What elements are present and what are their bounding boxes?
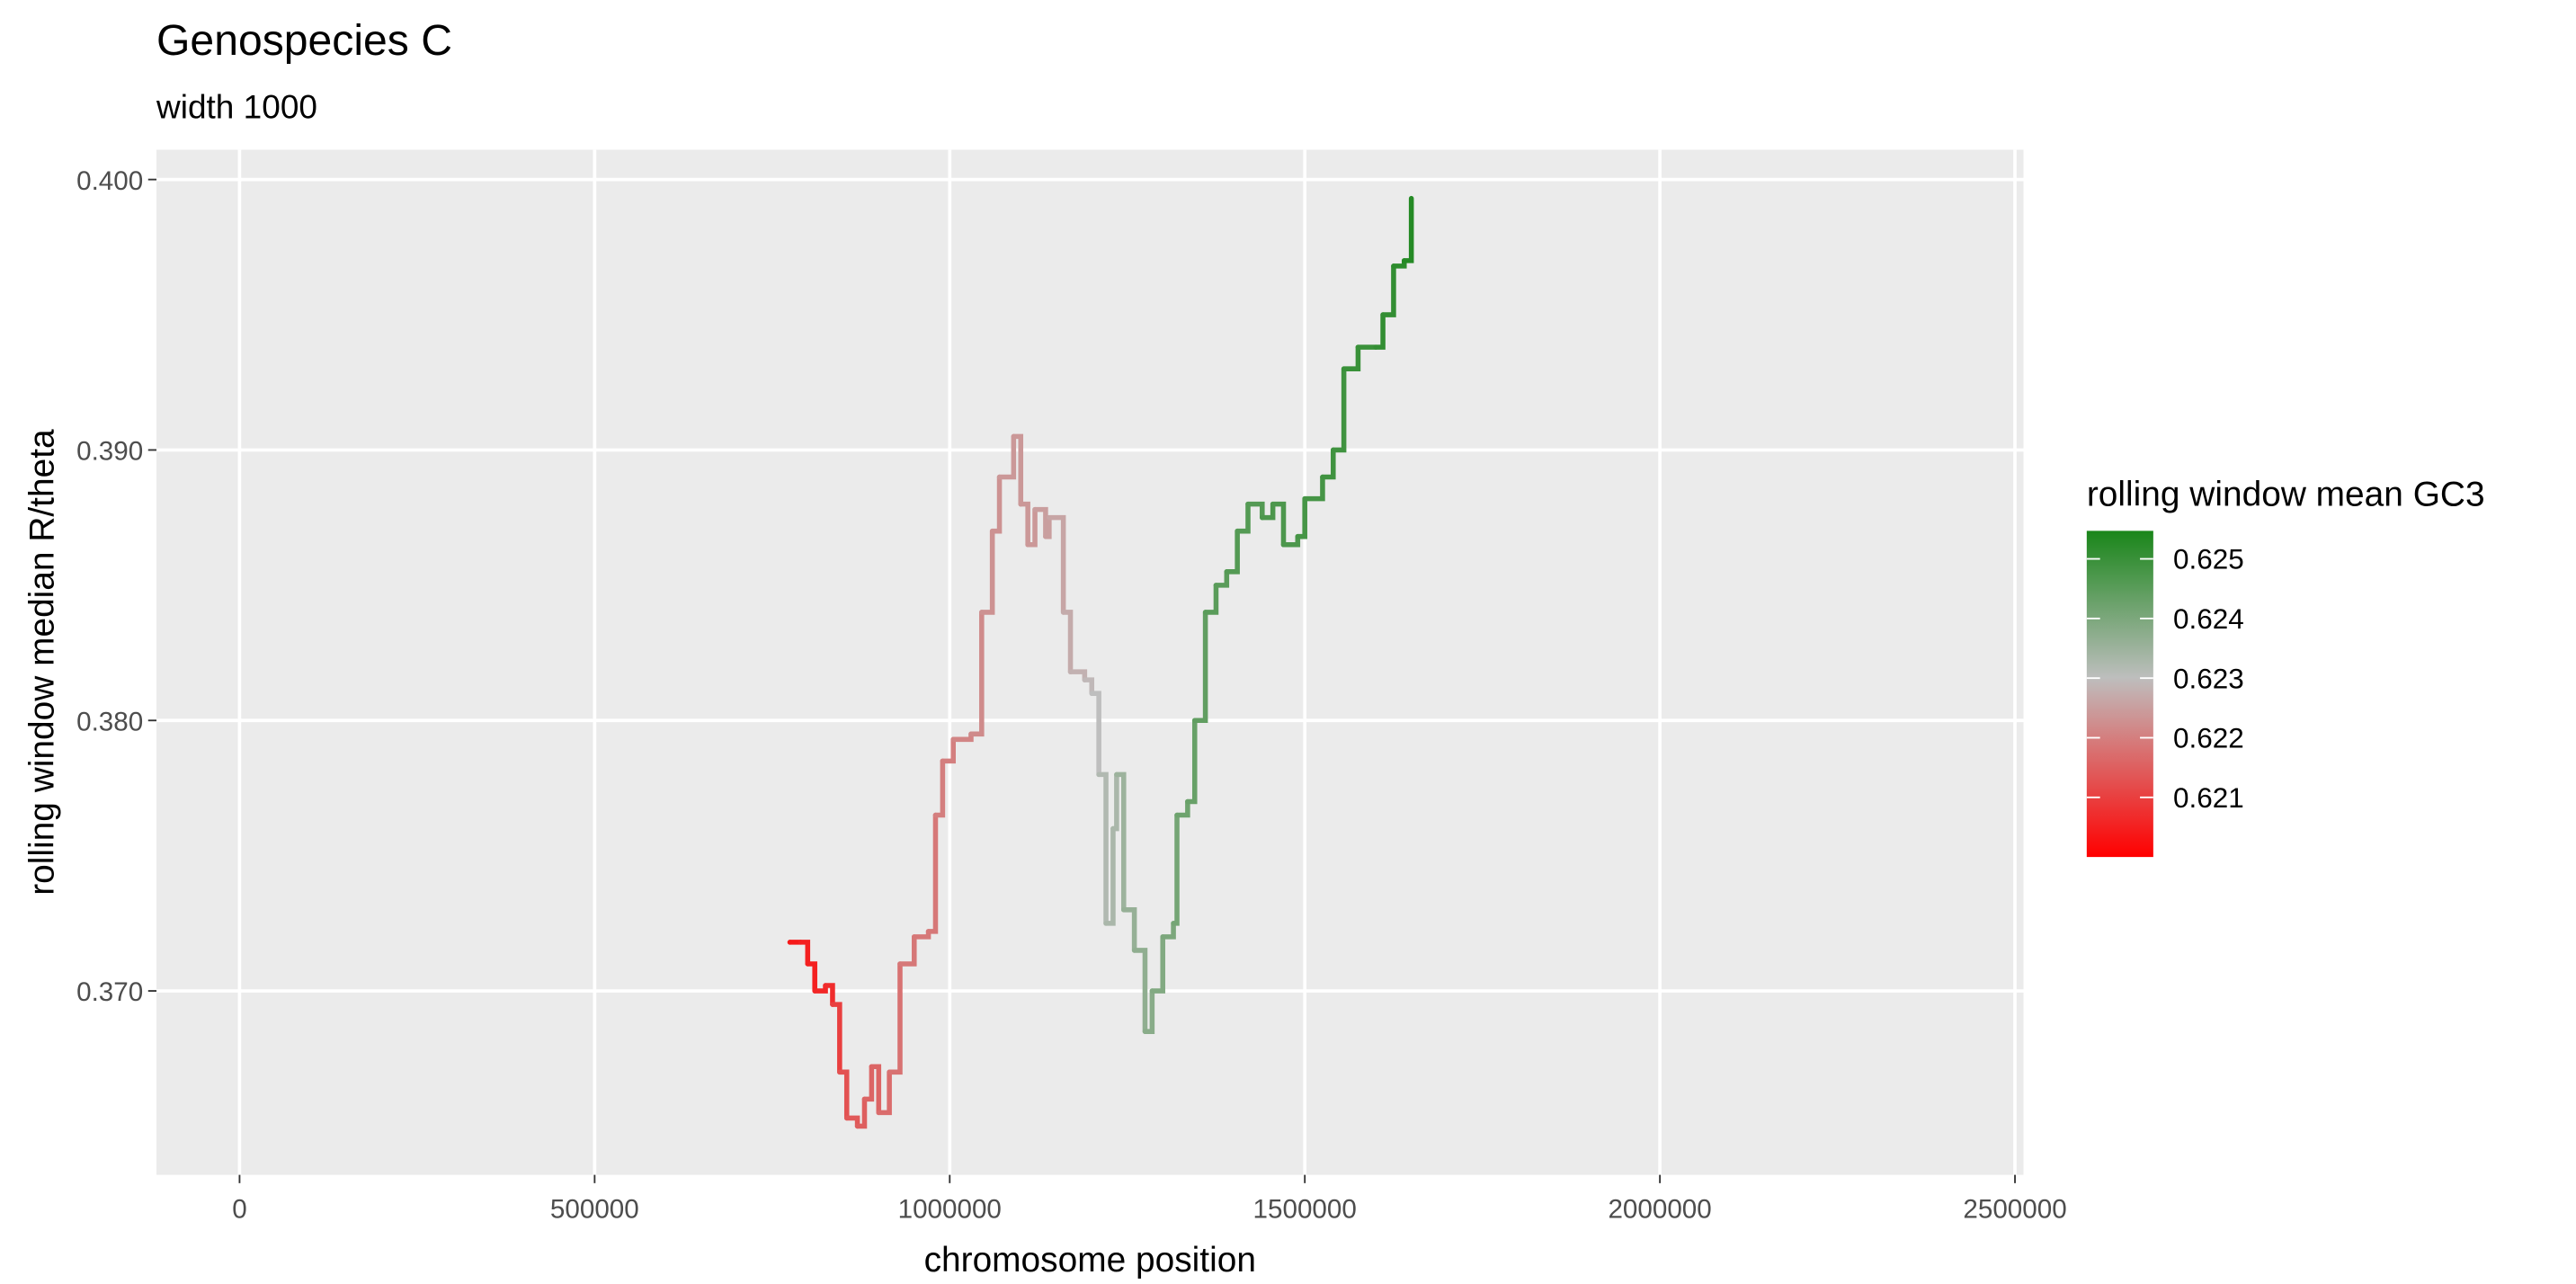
line-segment: [1213, 569, 1230, 588]
line-segment: [1043, 514, 1052, 539]
line-segment: [1191, 610, 1208, 724]
line-segment: [1270, 501, 1287, 548]
line-segment: [854, 1096, 868, 1129]
line-segment: [1131, 948, 1148, 1034]
x-tick-label: 0: [232, 1195, 246, 1225]
line-segment: [1160, 921, 1176, 940]
line-segment: [1047, 514, 1066, 615]
line-segment: [996, 433, 1017, 480]
line-segment: [1089, 691, 1101, 778]
line-segment: [843, 1115, 860, 1129]
line-segment: [1025, 506, 1038, 548]
line-segment: [1018, 501, 1030, 548]
y-tick-label: 0.390: [76, 437, 143, 467]
line-segment: [1235, 501, 1251, 534]
line-segment: [1373, 312, 1386, 350]
chart-title: Genospecies C: [156, 16, 452, 65]
x-tick-label: 2500000: [1963, 1195, 2066, 1225]
line-segment: [1011, 433, 1024, 507]
y-tick-label: 0.400: [76, 166, 143, 196]
line-segment: [1060, 610, 1074, 674]
line-segment: [1202, 583, 1219, 615]
line-segment: [1320, 447, 1336, 480]
line-segment: [1245, 501, 1265, 521]
line-segment: [1174, 798, 1190, 818]
line-segment: [932, 758, 946, 818]
line-segment: [979, 528, 995, 615]
line-segment: [989, 474, 1003, 534]
legend-title: rolling window mean GC3: [2087, 476, 2485, 514]
legend-label: 0.623: [2173, 663, 2244, 694]
line-segment: [940, 736, 956, 764]
line-segment: [1295, 495, 1307, 539]
line-segment: [1096, 771, 1109, 926]
legend-label: 0.624: [2173, 603, 2244, 635]
line-segment: [1280, 533, 1301, 548]
line-segment: [1032, 506, 1048, 539]
y-axis-title: rolling window median R/theta: [22, 429, 61, 896]
line-segment: [1142, 988, 1155, 1034]
y-tick-label: 0.380: [76, 707, 143, 736]
line-segment: [869, 1064, 882, 1116]
line-segment: [1110, 771, 1119, 832]
line-segment: [1341, 344, 1361, 371]
chart-subtitle: width 1000: [156, 87, 317, 125]
plot-panel: [156, 149, 2024, 1175]
line-segment: [1149, 934, 1166, 994]
line-segment: [887, 961, 903, 1075]
line-segment: [823, 983, 835, 1007]
line-segment: [1224, 528, 1240, 575]
legend-label: 0.621: [2173, 782, 2244, 814]
line-segment: [1082, 677, 1095, 696]
line-segment: [1114, 771, 1127, 913]
color-bar: [2086, 531, 2153, 858]
line-segment: [1121, 907, 1137, 953]
line-segment: [1331, 366, 1347, 453]
x-tick-label: 1500000: [1253, 1195, 1357, 1225]
line-segment: [837, 1069, 850, 1121]
line-segment: [1171, 812, 1180, 926]
line-segment: [861, 1064, 875, 1102]
legend-label: 0.625: [2173, 544, 2244, 575]
x-tick-label: 2000000: [1608, 1195, 1711, 1225]
line-segment: [1302, 474, 1325, 502]
y-tick-label: 0.370: [76, 977, 143, 1007]
x-tick-label: 1000000: [898, 1195, 1002, 1225]
legend-label: 0.622: [2173, 723, 2244, 754]
line-segment: [968, 610, 985, 737]
line-segment: [925, 812, 939, 934]
x-axis-title: chromosome position: [924, 1241, 1256, 1280]
line-segment: [1067, 669, 1088, 682]
line-segment: [1260, 501, 1276, 521]
x-tick-label: 500000: [550, 1195, 639, 1225]
line-segment: [798, 940, 811, 967]
line-segment: [1401, 195, 1414, 263]
line-segment: [1103, 825, 1116, 926]
line-segment: [830, 1002, 842, 1075]
line-segment: [805, 961, 817, 994]
line-segment: [876, 1069, 892, 1116]
line-segment: [1380, 263, 1396, 317]
line-segment: [897, 934, 917, 967]
line-segment: [1185, 718, 1198, 805]
